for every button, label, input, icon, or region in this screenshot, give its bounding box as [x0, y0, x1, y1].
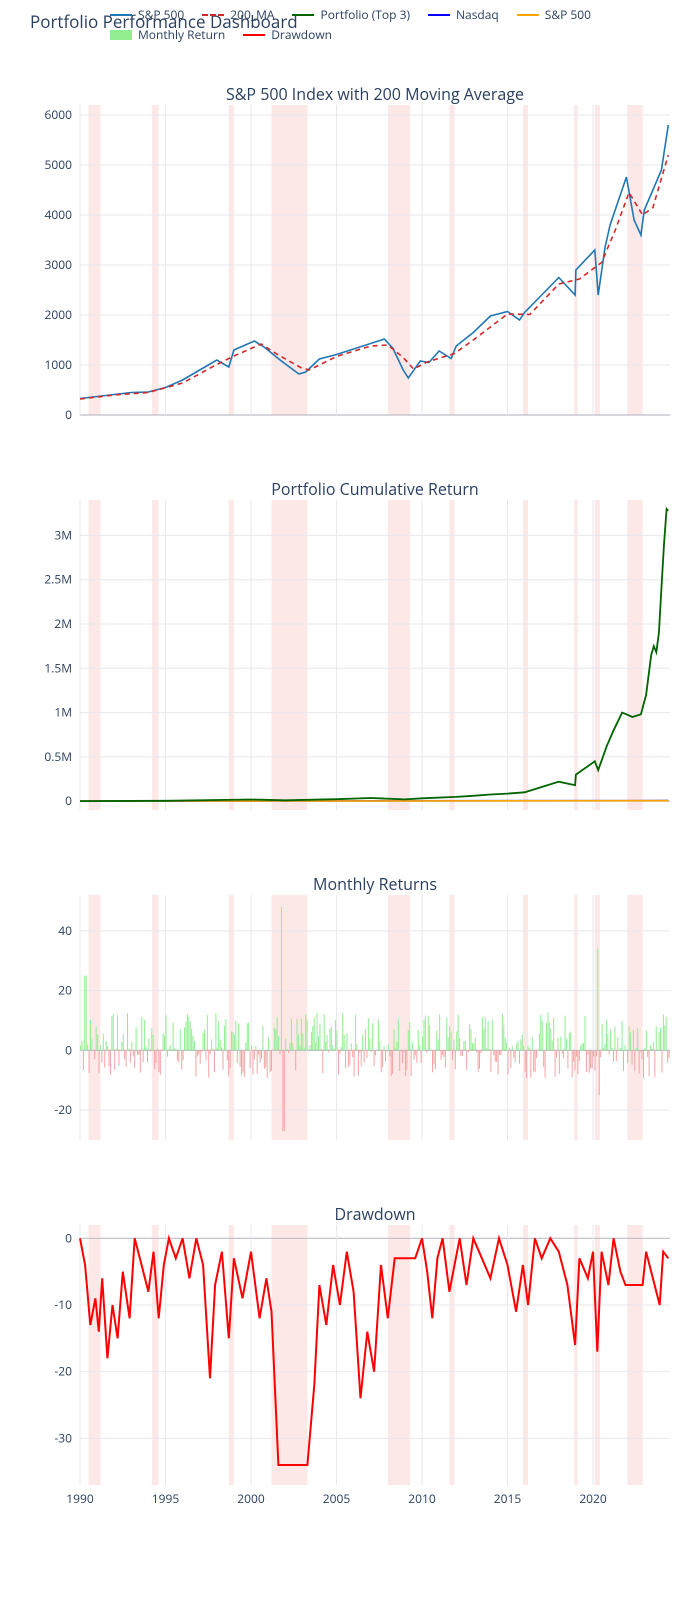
svg-text:-10: -10: [54, 1296, 72, 1313]
svg-text:1990: 1990: [66, 1490, 94, 1507]
subplot-title-4: Drawdown: [80, 1203, 670, 1225]
svg-text:2M: 2M: [54, 615, 72, 632]
legend-item[interactable]: S&P 500: [517, 6, 591, 23]
svg-text:1995: 1995: [152, 1490, 180, 1507]
legend: S&P 500 200_MA Portfolio (Top 3) Nasdaq S&P …: [110, 6, 670, 46]
legend-item[interactable]: S&P 500: [110, 6, 184, 23]
svg-text:1M: 1M: [54, 704, 72, 721]
subplot-monthly-returns[interactable]: Monthly Returns -2002040: [80, 895, 670, 1140]
svg-text:5000: 5000: [45, 156, 73, 173]
svg-text:0: 0: [65, 1041, 72, 1058]
subplot-title-2: Portfolio Cumulative Return: [80, 478, 670, 500]
subplot-title-3: Monthly Returns: [80, 873, 670, 895]
svg-text:2000: 2000: [237, 1490, 265, 1507]
subplot-title-1: S&P 500 Index with 200 Moving Average: [80, 83, 670, 105]
legend-item[interactable]: Nasdaq: [428, 6, 499, 23]
svg-text:2000: 2000: [45, 306, 73, 323]
svg-text:0.5M: 0.5M: [44, 748, 72, 765]
svg-text:3000: 3000: [45, 256, 73, 273]
svg-text:2010: 2010: [408, 1490, 436, 1507]
svg-text:2020: 2020: [579, 1490, 607, 1507]
svg-text:2005: 2005: [323, 1490, 351, 1507]
svg-text:20: 20: [58, 982, 72, 999]
svg-text:3M: 3M: [54, 526, 72, 543]
svg-text:2015: 2015: [494, 1490, 522, 1507]
svg-text:40: 40: [58, 922, 72, 939]
legend-item[interactable]: Portfolio (Top 3): [292, 6, 410, 23]
legend-item[interactable]: Monthly Return: [110, 26, 225, 43]
dashboard-page: { "page_title": "Portfolio Performance D…: [0, 0, 700, 1600]
legend-item[interactable]: Drawdown: [243, 26, 332, 43]
subplot-sp500[interactable]: S&P 500 Index with 200 Moving Average 01…: [80, 105, 670, 415]
svg-text:0: 0: [65, 1229, 72, 1246]
svg-text:0: 0: [65, 792, 72, 809]
legend-item[interactable]: 200_MA: [202, 6, 274, 23]
svg-text:2.5M: 2.5M: [44, 571, 72, 588]
svg-text:-30: -30: [54, 1429, 72, 1446]
svg-text:1000: 1000: [45, 356, 73, 373]
svg-text:0: 0: [65, 406, 72, 423]
svg-text:4000: 4000: [45, 206, 73, 223]
subplot-portfolio[interactable]: Portfolio Cumulative Return 00.5M1M1.5M2…: [80, 500, 670, 810]
svg-text:-20: -20: [54, 1101, 72, 1118]
svg-text:6000: 6000: [45, 106, 73, 123]
svg-text:-20: -20: [54, 1363, 72, 1380]
subplot-drawdown[interactable]: Drawdown -30-20-100199019952000200520102…: [80, 1225, 670, 1485]
svg-text:1.5M: 1.5M: [44, 659, 72, 676]
